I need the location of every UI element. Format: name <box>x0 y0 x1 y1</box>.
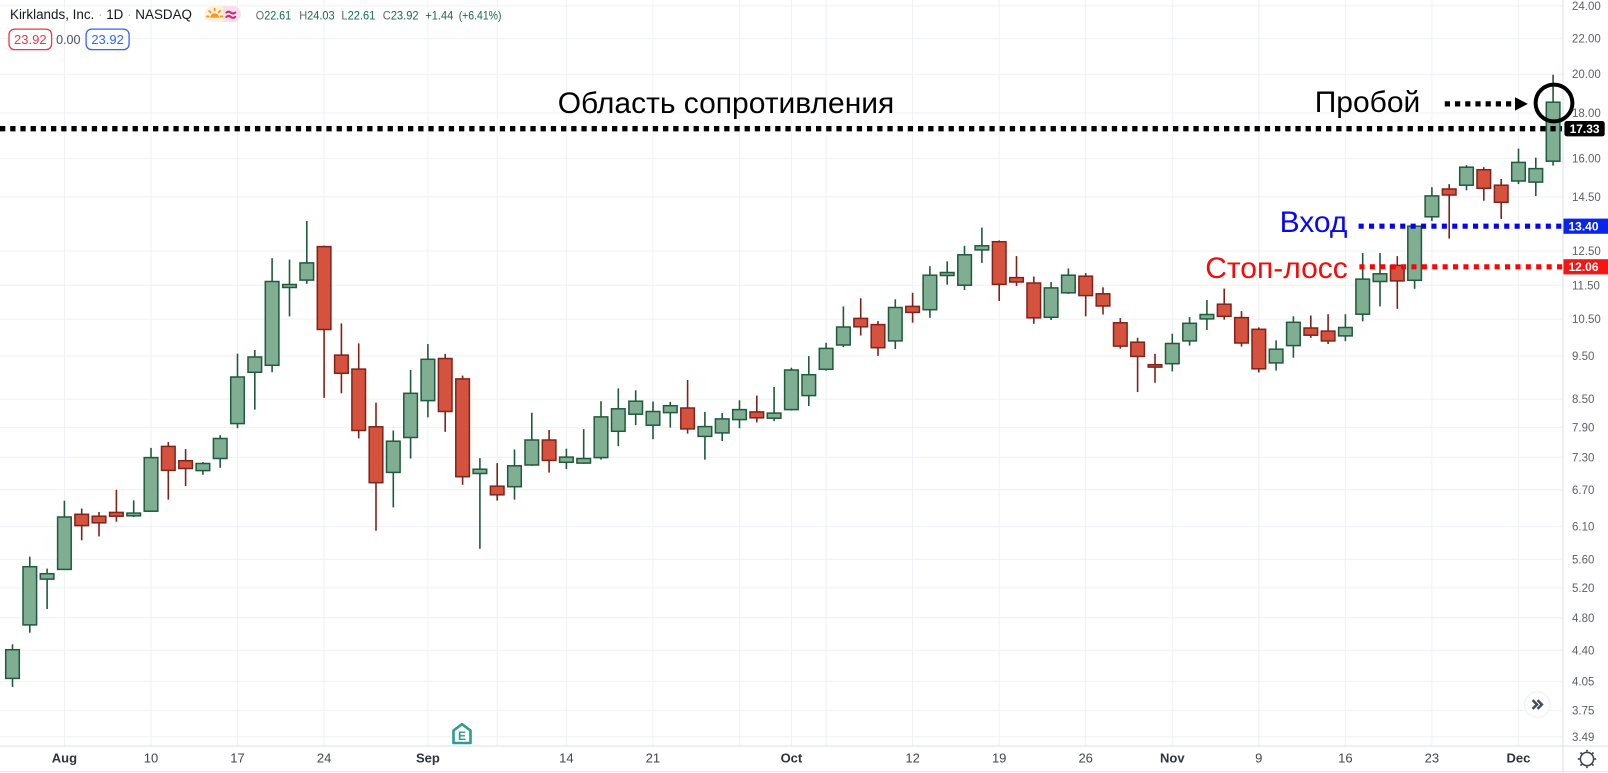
svg-text:9.50: 9.50 <box>1572 351 1594 363</box>
svg-text:5.60: 5.60 <box>1572 555 1594 567</box>
svg-text:Sep: Sep <box>416 751 440 766</box>
svg-text:4.40: 4.40 <box>1572 645 1594 657</box>
svg-text:Область сопротивления: Область сопротивления <box>558 87 895 120</box>
svg-text:Стоп-лосс: Стоп-лосс <box>1205 252 1348 285</box>
svg-text:14: 14 <box>559 751 573 766</box>
svg-text:24: 24 <box>317 751 331 766</box>
svg-text:Dec: Dec <box>1506 751 1530 766</box>
svg-text:(+6.41%): (+6.41%) <box>459 9 502 23</box>
svg-text:+1.44: +1.44 <box>425 9 453 23</box>
svg-text:8.50: 8.50 <box>1572 394 1594 406</box>
svg-text:21: 21 <box>646 751 660 766</box>
svg-text:16.00: 16.00 <box>1572 153 1601 165</box>
svg-text:17: 17 <box>230 751 244 766</box>
svg-text:Nov: Nov <box>1160 751 1185 766</box>
svg-text:4.05: 4.05 <box>1572 676 1594 688</box>
svg-text:7.30: 7.30 <box>1572 452 1594 464</box>
svg-text:E: E <box>458 729 466 743</box>
svg-text:16: 16 <box>1338 751 1352 766</box>
svg-text:H24.03: H24.03 <box>299 9 335 23</box>
svg-text:3.75: 3.75 <box>1572 705 1594 717</box>
svg-text:10: 10 <box>144 751 158 766</box>
svg-text:O22.61: O22.61 <box>256 9 292 23</box>
svg-text:22.00: 22.00 <box>1572 34 1601 46</box>
svg-text:23.92: 23.92 <box>91 32 124 47</box>
svg-text:4.80: 4.80 <box>1572 613 1594 625</box>
svg-text:Oct: Oct <box>781 751 803 766</box>
svg-text:19: 19 <box>992 751 1006 766</box>
svg-text:18.00: 18.00 <box>1572 108 1601 120</box>
svg-text:5.20: 5.20 <box>1572 583 1594 595</box>
svg-text:3.49: 3.49 <box>1572 732 1594 744</box>
svg-text:23: 23 <box>1425 751 1439 766</box>
svg-text:7.90: 7.90 <box>1572 422 1594 434</box>
svg-text:L22.61: L22.61 <box>341 9 375 23</box>
svg-text:17.33: 17.33 <box>1570 122 1600 136</box>
svg-text:12.50: 12.50 <box>1572 246 1601 258</box>
svg-text:6.70: 6.70 <box>1572 485 1594 497</box>
svg-text:26: 26 <box>1078 751 1092 766</box>
svg-text:Aug: Aug <box>52 751 77 766</box>
svg-text:6.10: 6.10 <box>1572 522 1594 534</box>
svg-text:9: 9 <box>1255 751 1262 766</box>
svg-text:20.00: 20.00 <box>1572 69 1601 81</box>
svg-text:23.92: 23.92 <box>14 32 47 47</box>
svg-text:0.00: 0.00 <box>56 33 80 47</box>
svg-text:14.50: 14.50 <box>1572 192 1601 204</box>
svg-text:12: 12 <box>905 751 919 766</box>
svg-text:C23.92: C23.92 <box>383 9 419 23</box>
svg-text:10.50: 10.50 <box>1572 314 1601 326</box>
svg-text:12.06: 12.06 <box>1568 260 1598 274</box>
svg-text:Вход: Вход <box>1280 206 1348 239</box>
svg-text:24.00: 24.00 <box>1572 1 1601 13</box>
svg-text:Пробой: Пробой <box>1315 86 1421 119</box>
svg-text:13.40: 13.40 <box>1568 219 1598 233</box>
svg-text:11.50: 11.50 <box>1572 280 1600 292</box>
svg-text:Kirklands, Inc. · 1D · NASDAQ: Kirklands, Inc. · 1D · NASDAQ <box>10 7 192 22</box>
